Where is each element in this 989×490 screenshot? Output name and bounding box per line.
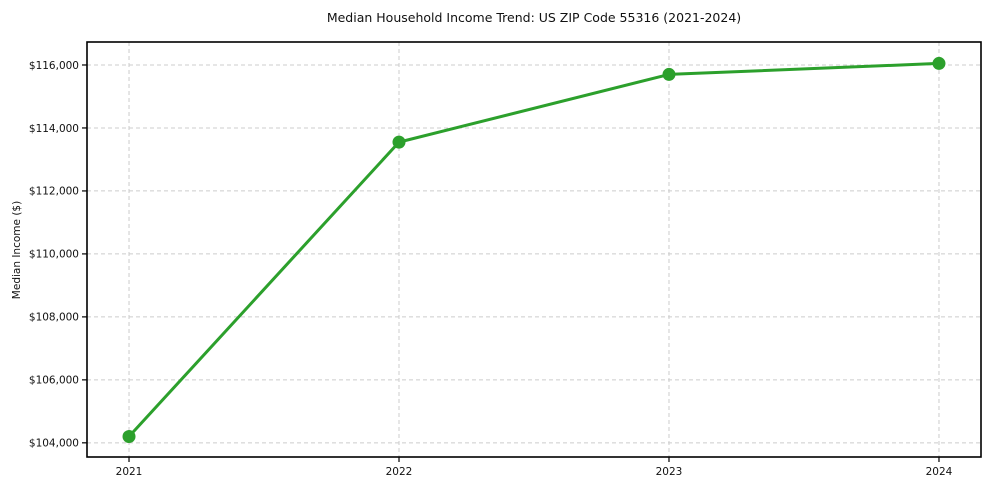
data-point-2023 [662, 67, 676, 81]
x-tick-label: 2021 [116, 466, 143, 478]
y-axis-label: Median Income ($) [11, 201, 23, 299]
trend-line [127, 61, 941, 439]
data-point-2022 [392, 135, 406, 149]
y-tick-label: $114,000 [29, 123, 79, 135]
x-tick-label: 2022 [386, 466, 413, 478]
chart-title: Median Household Income Trend: US ZIP Co… [327, 10, 741, 25]
x-tick-label: 2024 [926, 466, 953, 478]
y-tick-label: $108,000 [29, 312, 79, 324]
y-tick-label: $106,000 [29, 375, 79, 387]
x-tick-label: 2023 [656, 466, 683, 478]
y-tick-label: $104,000 [29, 438, 79, 450]
plot-area: $104,000 $106,000 $108,000 $110,000 $112,000… [29, 41, 982, 478]
data-point-2021 [122, 430, 136, 444]
y-tick-label: $116,000 [29, 60, 79, 72]
y-tick-label: $110,000 [29, 249, 79, 261]
y-tick-label: $112,000 [29, 186, 79, 198]
plot-border [86, 41, 982, 458]
data-point-2024 [932, 56, 946, 70]
